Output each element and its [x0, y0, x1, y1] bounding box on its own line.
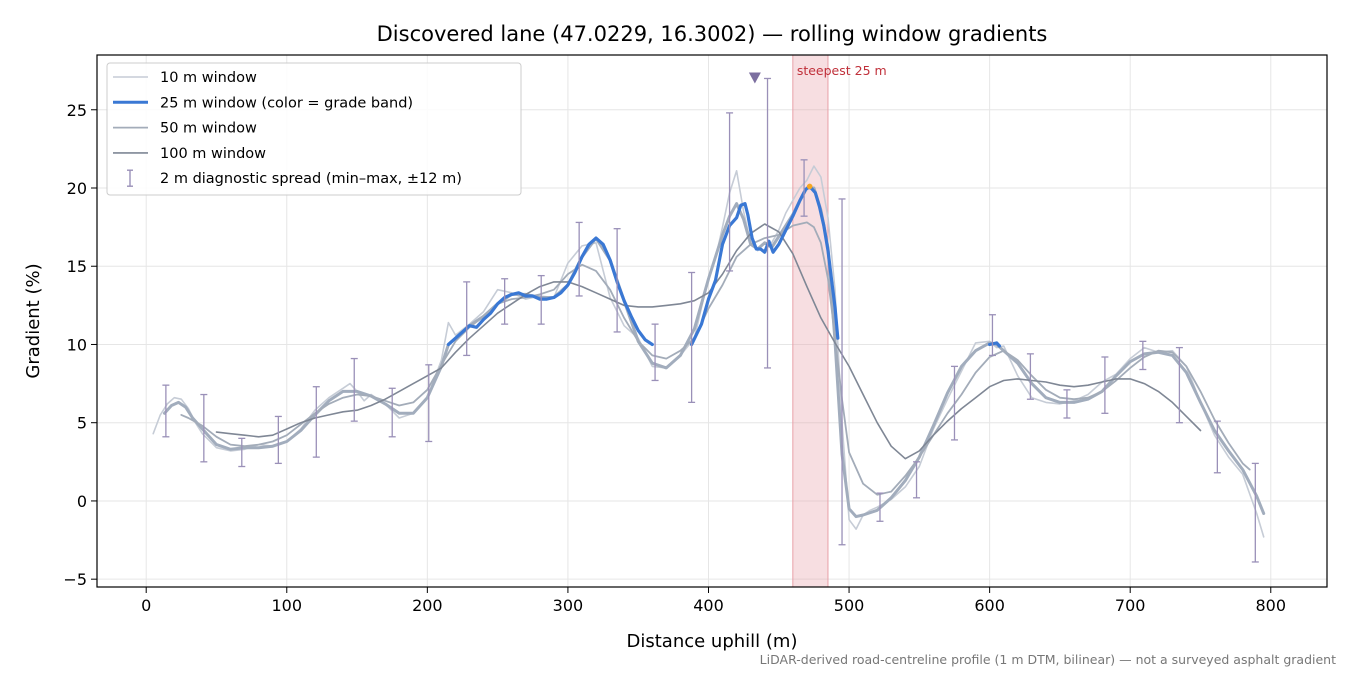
error-bar-4: [312, 386, 320, 458]
x-tick-label: 400: [693, 596, 724, 615]
x-axis-title: Distance uphill (m): [627, 631, 798, 652]
error-bar-10: [537, 274, 545, 325]
error-bar-9: [501, 278, 509, 325]
error-bar-8: [463, 281, 471, 357]
x-tick-label: 800: [1255, 596, 1286, 615]
error-bar-6: [388, 387, 396, 438]
grade-band-segment-0: [446, 236, 654, 347]
error-bar-14: [688, 271, 696, 404]
series-line-3: [215, 223, 1202, 460]
x-tick-label: 700: [1115, 596, 1146, 615]
y-tick-label: 0: [77, 492, 87, 511]
error-bar-12: [613, 228, 621, 333]
error-bar-26: [1139, 340, 1147, 371]
error-bar-5: [350, 357, 358, 422]
error-bar-22: [988, 314, 996, 357]
triangle-marker: [748, 72, 761, 84]
y-tick-label: 10: [67, 335, 87, 354]
error-bar-18: [838, 198, 846, 546]
error-bar-7: [425, 364, 433, 443]
error-bars: [162, 77, 1259, 563]
error-bar-16: [764, 77, 772, 369]
grade-band-segment-1: [689, 184, 840, 347]
peak-point: [806, 183, 813, 190]
error-bar-17: [800, 159, 808, 217]
chart-title: Discovered lane (47.0229, 16.3002) — rol…: [377, 22, 1048, 46]
x-tick-label: 500: [834, 596, 865, 615]
x-tick-label: 100: [271, 596, 302, 615]
legend-entry-0: 10 m window: [113, 70, 257, 86]
x-tick-label: 200: [412, 596, 443, 615]
error-bar-13: [651, 323, 659, 382]
error-bar-11: [575, 221, 583, 297]
legend-entry-4: 2 m diagnostic spread (min–max, ±12 m): [127, 169, 462, 187]
series-line-1: [163, 186, 1266, 519]
error-bar-21: [950, 365, 958, 441]
x-tick-label: 600: [974, 596, 1005, 615]
steepest-highlight: steepest 25 m: [792, 54, 887, 588]
source-note: LiDAR-derived road-centreline profile (1…: [760, 652, 1336, 667]
legend: 10 m window 25 m window (color = grade ba…: [106, 62, 522, 196]
error-bar-29: [1251, 462, 1259, 563]
error-bar-2: [238, 437, 246, 468]
x-tick-label: 300: [553, 596, 584, 615]
error-bar-28: [1213, 420, 1221, 474]
y-tick-label: −5: [63, 570, 87, 589]
error-bar-3: [274, 415, 282, 465]
legend-label: 25 m window (color = grade band): [160, 95, 413, 111]
legend-entry-2: 50 m window: [113, 121, 257, 137]
y-tick-label: 25: [67, 101, 87, 120]
error-bar-27: [1175, 346, 1183, 424]
y-tick-label: 5: [77, 414, 87, 433]
error-bar-25: [1101, 356, 1109, 414]
series-group: [152, 165, 1266, 538]
x-tick-label: 0: [141, 596, 151, 615]
legend-label: 2 m diagnostic spread (min–max, ±12 m): [160, 171, 462, 187]
legend-label: 50 m window: [160, 121, 257, 137]
series-line-2: [180, 221, 1251, 496]
error-bar-24: [1063, 389, 1071, 419]
series-line-0: [152, 165, 1265, 538]
y-axis-title: Gradient (%): [23, 263, 44, 378]
error-bar-19: [876, 492, 884, 522]
legend-box: [106, 62, 522, 196]
error-bar-20: [913, 461, 921, 499]
error-bar-23: [1026, 353, 1034, 400]
error-bar-15: [726, 112, 734, 272]
steepest-label: steepest 25 m: [797, 63, 887, 78]
legend-entry-1: 25 m window (color = grade band): [113, 95, 413, 111]
legend-entry-3: 100 m window: [113, 146, 266, 162]
legend-label: 100 m window: [160, 146, 266, 162]
error-bar-1: [200, 393, 208, 463]
axis-ticks: 0 100 200 300 400 500 600 700 800 −5 0 5 10 15 20 25: [63, 101, 1286, 615]
legend-label: 10 m window: [160, 70, 257, 86]
y-tick-label: 15: [67, 257, 87, 276]
markers: [748, 72, 813, 190]
plot-frame: [96, 54, 1328, 588]
y-tick-label: 20: [67, 179, 87, 198]
error-bar-0: [162, 384, 170, 438]
